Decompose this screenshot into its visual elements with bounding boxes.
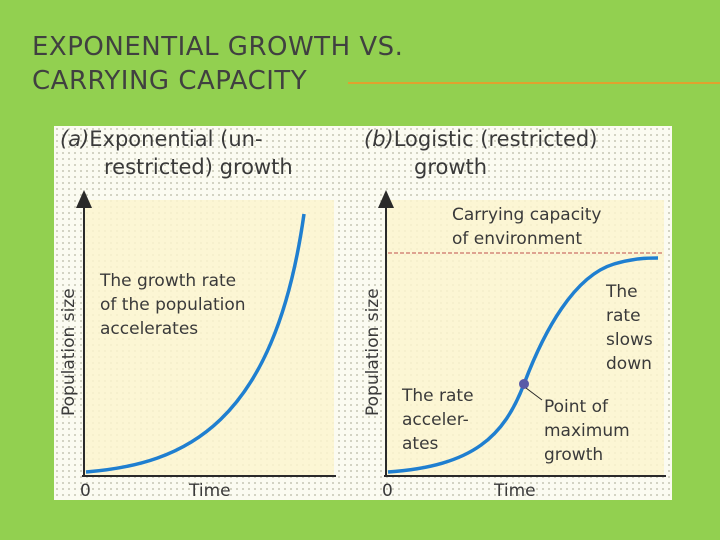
panel-a-annotation-line-1: The growth rate bbox=[99, 271, 236, 291]
slows-label-line-4: down bbox=[606, 354, 652, 374]
panel-a-annotation-line-3: accelerates bbox=[100, 319, 198, 339]
maximum-growth-point bbox=[519, 379, 529, 389]
slide-title: EXPONENTIAL GROWTH VS. CARRYING CAPACITY bbox=[32, 30, 492, 98]
panel-a-heading-line-2: restricted) growth bbox=[104, 155, 293, 179]
accel-label-line-2: acceler- bbox=[402, 410, 469, 430]
slows-label-line-2: rate bbox=[606, 306, 641, 326]
title-underline bbox=[348, 82, 720, 84]
accel-label-line-1: The rate bbox=[401, 386, 474, 406]
panel-a-y-axis-label: Population size bbox=[59, 288, 79, 416]
capacity-label-line-1: Carrying capacity bbox=[452, 205, 602, 225]
panel-b-origin-label: 0 bbox=[382, 481, 393, 500]
slide-title-line-1: EXPONENTIAL GROWTH VS. bbox=[32, 32, 404, 62]
panel-a-heading-text: Exponential (un- bbox=[89, 127, 262, 151]
accel-label-line-3: ates bbox=[402, 434, 439, 454]
slows-label-line-3: slows bbox=[606, 330, 653, 350]
panel-a-exponential-curve bbox=[85, 213, 306, 474]
slide-title-line-2: CARRYING CAPACITY bbox=[32, 66, 308, 96]
panel-a-origin-label: 0 bbox=[80, 481, 91, 500]
point-label-line-2: maximum bbox=[544, 421, 630, 441]
point-label-line-1: Point of bbox=[544, 397, 609, 417]
growth-figure-svg: (a)Exponential (un- restricted) growth P… bbox=[59, 127, 666, 500]
panel-b-y-axis-label: Population size bbox=[363, 288, 383, 416]
capacity-label-line-2: of environment bbox=[452, 229, 582, 249]
panel-a-heading-tag: (a) bbox=[60, 127, 89, 151]
panel-b: (b)Logistic (restricted) growth Populati… bbox=[363, 127, 666, 500]
point-label-line-3: growth bbox=[544, 445, 603, 465]
panel-a: (a)Exponential (un- restricted) growth P… bbox=[59, 127, 336, 500]
panel-b-heading-line-1: (b)Logistic (restricted) bbox=[364, 127, 597, 151]
panel-a-heading-line-1: (a)Exponential (un- bbox=[60, 127, 263, 151]
panel-a-x-axis-label: Time bbox=[188, 481, 231, 500]
growth-figure: (a)Exponential (un- restricted) growth P… bbox=[54, 126, 672, 500]
panel-b-heading-tag: (b) bbox=[364, 127, 394, 151]
panel-b-heading-text: Logistic (restricted) bbox=[394, 127, 598, 151]
slows-label-line-1: The bbox=[605, 282, 638, 302]
panel-b-heading-line-2: growth bbox=[414, 155, 487, 179]
panel-b-x-axis-label: Time bbox=[493, 481, 536, 500]
panel-b-plot-area bbox=[386, 200, 664, 476]
panel-b-logistic-curve bbox=[387, 256, 659, 474]
panel-a-annotation-line-2: of the population bbox=[100, 295, 246, 315]
point-label-leader bbox=[525, 387, 543, 401]
